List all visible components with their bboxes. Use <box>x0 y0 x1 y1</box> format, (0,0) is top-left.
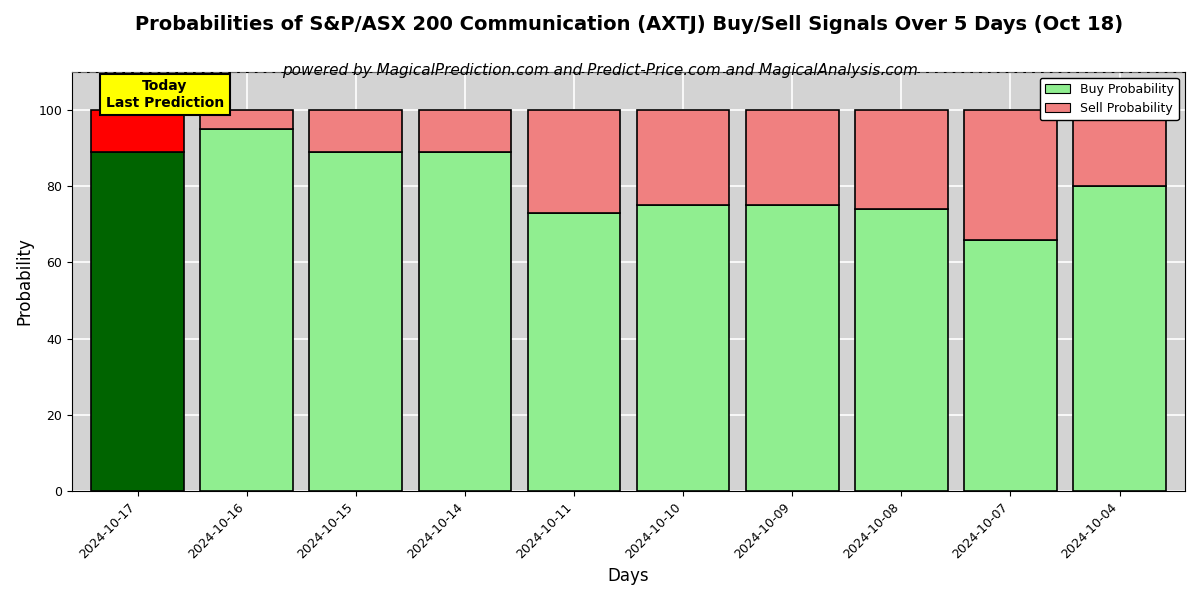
Bar <box>91 152 184 491</box>
Bar <box>964 239 1057 491</box>
Y-axis label: Probability: Probability <box>16 238 34 325</box>
Text: MagicalPrediction.com: MagicalPrediction.com <box>503 292 754 313</box>
Bar <box>310 110 402 152</box>
Bar <box>419 110 511 152</box>
Text: Today
Last Prediction: Today Last Prediction <box>106 79 224 110</box>
Text: MagicalAnalysis.com: MagicalAnalysis.com <box>157 292 389 313</box>
Title: Probabilities of S&P/ASX 200 Communication (AXTJ) Buy/Sell Signals Over 5 Days (: Probabilities of S&P/ASX 200 Communicati… <box>134 15 1123 34</box>
Bar <box>528 110 620 213</box>
Bar <box>854 110 948 209</box>
Bar <box>1073 110 1166 186</box>
Bar <box>746 110 839 205</box>
Bar <box>637 110 730 205</box>
Bar <box>200 110 293 129</box>
Bar <box>854 209 948 491</box>
Bar <box>200 129 293 491</box>
Legend: Buy Probability, Sell Probability: Buy Probability, Sell Probability <box>1040 78 1178 120</box>
Bar <box>528 213 620 491</box>
Text: MagicalAnalysis.com: MagicalAnalysis.com <box>157 418 389 439</box>
Text: MagicalPrediction.com: MagicalPrediction.com <box>503 418 754 439</box>
Text: powered by MagicalPrediction.com and Predict-Price.com and MagicalAnalysis.com: powered by MagicalPrediction.com and Pre… <box>282 63 918 78</box>
Bar <box>637 205 730 491</box>
X-axis label: Days: Days <box>607 567 649 585</box>
Bar <box>419 152 511 491</box>
Bar <box>1073 186 1166 491</box>
Bar <box>746 205 839 491</box>
Bar <box>964 110 1057 239</box>
Bar <box>91 110 184 152</box>
Bar <box>310 152 402 491</box>
